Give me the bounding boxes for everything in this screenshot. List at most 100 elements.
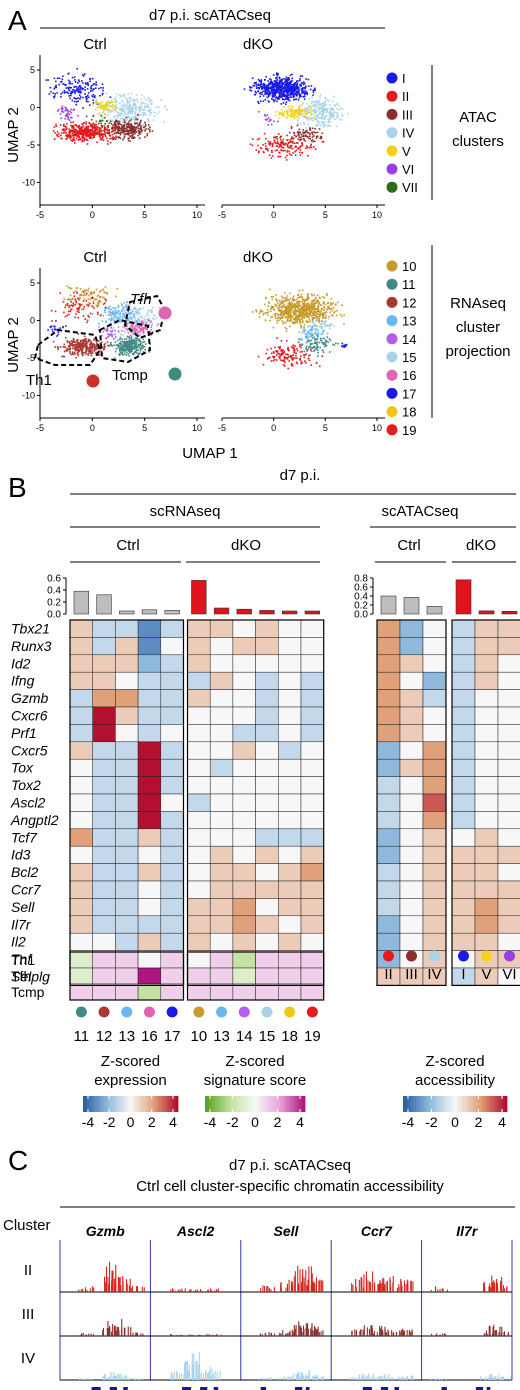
umap-point (288, 86, 291, 89)
cluster-13-points (297, 324, 329, 341)
umap-point (330, 304, 332, 306)
umap-point (102, 87, 104, 89)
x-tick-label: 10 (192, 423, 202, 433)
umap-point (126, 351, 128, 354)
umap-point (103, 108, 106, 110)
umap-point (318, 301, 320, 303)
umap-point (318, 113, 320, 115)
umap-point (305, 127, 308, 129)
umap-point (280, 86, 282, 88)
umap-point (106, 106, 109, 108)
umap-point (286, 307, 288, 309)
umap-bottom-left-title: Ctrl (83, 249, 106, 266)
umap-point (130, 323, 133, 326)
umap-point (293, 349, 295, 352)
umap-point (306, 130, 308, 132)
umap-point (64, 132, 67, 134)
umap-point (65, 87, 67, 89)
umap-point (285, 306, 287, 309)
umap-point (102, 139, 105, 141)
umap-point (278, 313, 281, 316)
umap-point (127, 111, 129, 114)
umap-point (99, 112, 101, 114)
umap-point (269, 144, 271, 146)
umap-point (93, 346, 95, 349)
umap-point (305, 128, 307, 131)
cluster-ii-points (52, 120, 117, 145)
umap-point (336, 116, 339, 118)
umap-point (291, 357, 293, 360)
umap-point (322, 116, 324, 118)
umap-point (77, 79, 80, 81)
umap-point (65, 125, 67, 128)
umap-point (133, 347, 136, 350)
umap-point (314, 87, 316, 90)
umap-point (286, 144, 289, 147)
umap-point (290, 87, 292, 89)
rna-legend-swatch (386, 351, 398, 363)
umap-point (98, 326, 100, 328)
umap-point (74, 142, 76, 144)
umap-point (294, 345, 297, 347)
umap-point (287, 142, 290, 145)
umap-point (327, 305, 330, 308)
umap-point (301, 331, 304, 334)
umap-point (289, 94, 292, 96)
umap-point (297, 341, 300, 343)
umap-point (287, 84, 289, 87)
umap-point (126, 349, 129, 351)
umap-point (299, 324, 302, 327)
umap-point (316, 131, 319, 134)
umap-point (147, 109, 150, 111)
umap-point (305, 145, 308, 147)
umap-point (323, 309, 325, 311)
umap-point (303, 317, 306, 319)
umap-point (57, 348, 59, 351)
umap-point (298, 315, 300, 317)
umap-point (87, 287, 90, 290)
umap-point (341, 342, 344, 345)
umap-point (318, 320, 320, 323)
umap-point (288, 320, 291, 323)
umap-point (323, 126, 325, 128)
umap-point (70, 121, 72, 124)
atac-caption-line2: clusters (452, 133, 504, 150)
umap-point (66, 123, 68, 125)
umap-point (325, 324, 328, 327)
umap-point (67, 79, 70, 82)
umap-point (137, 302, 140, 305)
umap-point (264, 89, 267, 92)
umap-point (147, 124, 150, 126)
umap-point (55, 123, 57, 126)
umap-point (142, 332, 145, 334)
umap-point (315, 348, 317, 350)
umap-point (273, 80, 276, 82)
umap-point (77, 346, 80, 349)
umap-point (91, 128, 94, 131)
umap-point (87, 305, 90, 308)
umap-point (284, 327, 287, 329)
umap-point (94, 131, 96, 133)
umap-point (53, 96, 55, 98)
umap-point (70, 124, 72, 127)
umap-point (318, 116, 320, 119)
umap-point (293, 131, 295, 134)
umap-point (311, 131, 314, 134)
umap-point (124, 349, 126, 351)
umap-point (67, 133, 69, 136)
umap-point (132, 110, 134, 113)
umap-point (137, 125, 140, 127)
umap-point (295, 320, 297, 323)
umap-point (101, 124, 103, 127)
umap-point (150, 103, 153, 106)
umap-point (128, 126, 130, 129)
umap-point (81, 349, 83, 352)
umap-point (290, 81, 293, 83)
umap-point (94, 95, 96, 97)
x-tick-label: 5 (323, 210, 328, 220)
umap-point (327, 318, 330, 320)
umap-point (150, 112, 152, 114)
umap-point (129, 315, 131, 317)
umap-point (132, 339, 135, 341)
umap-point (83, 136, 86, 139)
